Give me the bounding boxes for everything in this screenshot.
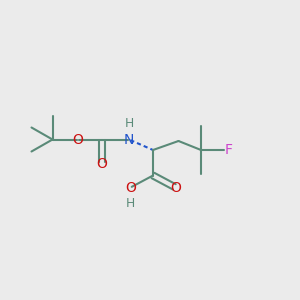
Text: O: O xyxy=(125,181,136,194)
Text: O: O xyxy=(170,181,181,194)
Text: H: H xyxy=(124,117,134,130)
Text: F: F xyxy=(225,143,233,157)
Text: H: H xyxy=(126,196,135,210)
Text: O: O xyxy=(73,133,83,146)
Text: N: N xyxy=(124,133,134,146)
Text: O: O xyxy=(97,157,107,170)
